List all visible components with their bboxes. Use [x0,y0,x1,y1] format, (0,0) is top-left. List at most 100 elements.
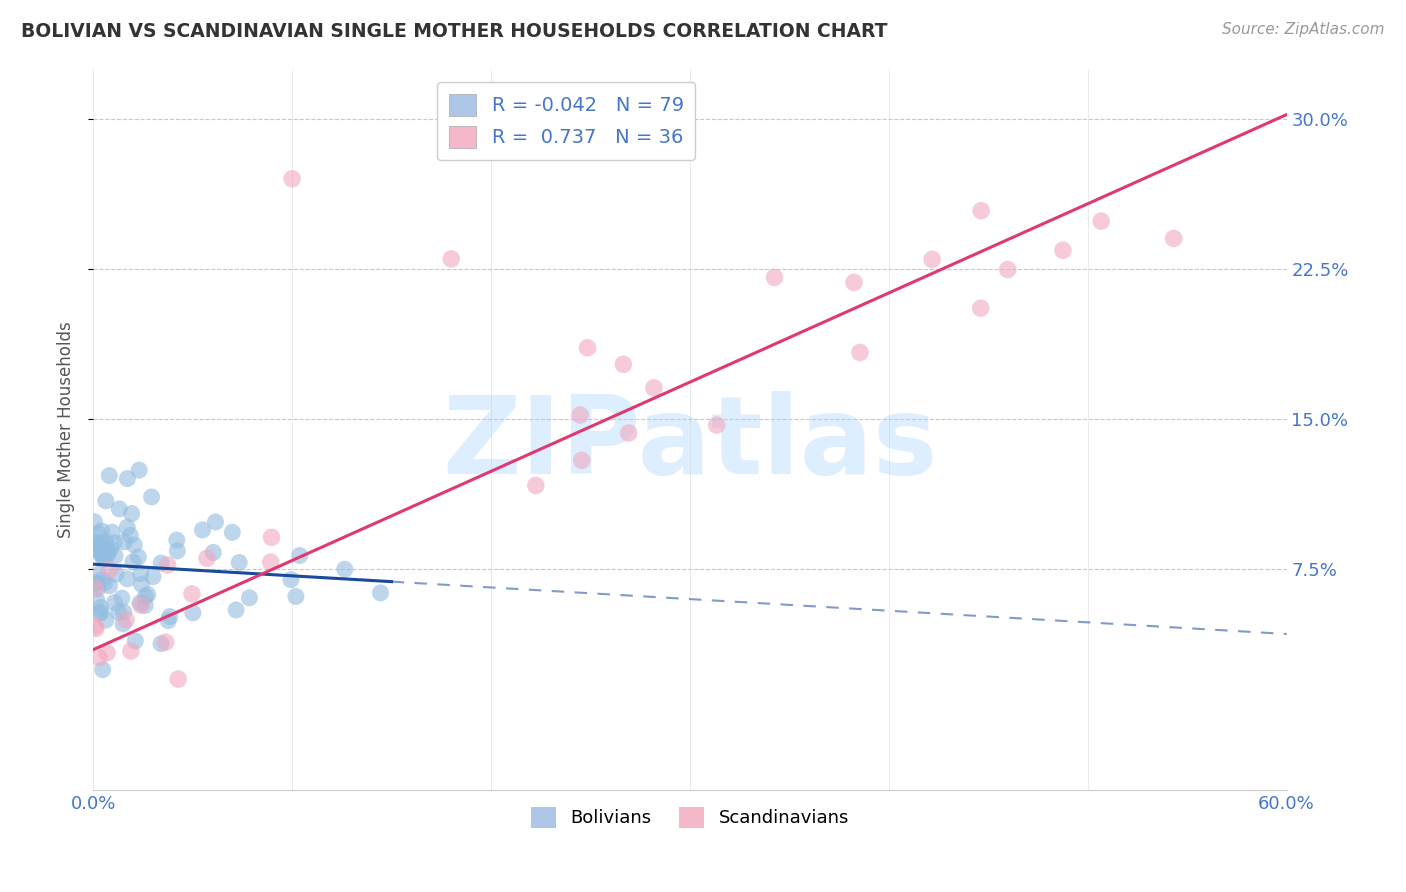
Point [120,528,142,542]
Point [117,472,139,486]
Point [90,606,112,620]
Point [643,381,665,395]
Point [105,567,128,582]
Point [842,276,865,290]
Point [87,650,110,665]
Point [281,171,304,186]
Point [134,599,156,613]
Point [100,541,122,556]
Point [157,614,180,628]
Point [763,270,786,285]
Point [155,635,177,649]
Point [94,575,117,590]
Point [86,576,108,591]
Point [204,515,226,529]
Point [921,252,943,267]
Point [90,547,112,561]
Point [112,616,135,631]
Point [569,408,592,422]
Point [202,545,225,559]
Point [181,587,204,601]
Point [159,609,181,624]
Point [112,534,135,549]
Point [136,588,159,602]
Point [191,523,214,537]
Point [524,478,547,492]
Point [122,538,145,552]
Point [84,619,107,633]
Point [150,637,173,651]
Point [90,524,112,538]
Point [997,262,1019,277]
Point [129,566,152,581]
Point [280,573,302,587]
Point [370,586,392,600]
Point [121,507,143,521]
Point [127,549,149,564]
Point [103,596,125,610]
Point [91,663,114,677]
Text: ZIPatlas: ZIPatlas [443,391,938,497]
Text: Source: ZipAtlas.com: Source: ZipAtlas.com [1222,22,1385,37]
Point [150,556,173,570]
Point [104,549,127,563]
Point [122,555,145,569]
Point [571,453,593,467]
Point [98,468,121,483]
Point [166,533,188,548]
Point [84,581,107,595]
Point [124,634,146,648]
Point [142,570,165,584]
Point [91,550,114,565]
Point [115,613,138,627]
Point [83,542,105,557]
Point [86,593,108,607]
Point [89,606,111,620]
Point [98,579,121,593]
Point [86,582,108,596]
Point [612,357,634,371]
Point [238,591,260,605]
Point [94,493,117,508]
Point [108,502,131,516]
Point [84,621,107,635]
Point [970,203,993,218]
Point [617,425,640,440]
Point [284,590,307,604]
Point [96,646,118,660]
Point [83,515,105,529]
Point [706,418,728,433]
Point [260,555,283,569]
Point [260,530,283,544]
Point [107,605,129,619]
Point [111,591,134,606]
Point [94,535,117,549]
Point [90,600,112,615]
Point [1090,214,1112,228]
Point [167,672,190,686]
Point [98,562,121,576]
Point [90,541,112,556]
Point [91,535,114,549]
Point [134,590,156,604]
Legend: Bolivians, Scandinavians: Bolivians, Scandinavians [523,800,856,835]
Point [87,567,110,582]
Point [120,644,142,658]
Point [849,345,872,359]
Point [131,577,153,591]
Y-axis label: Single Mother Households: Single Mother Households [58,321,75,538]
Text: BOLIVIAN VS SCANDINAVIAN SINGLE MOTHER HOUSEHOLDS CORRELATION CHART: BOLIVIAN VS SCANDINAVIAN SINGLE MOTHER H… [21,22,887,41]
Point [333,562,356,576]
Point [181,606,204,620]
Point [1052,244,1074,258]
Point [90,573,112,587]
Point [129,599,152,613]
Point [221,525,243,540]
Point [84,576,107,591]
Point [103,535,125,549]
Point [225,603,247,617]
Point [156,558,179,572]
Point [115,572,138,586]
Point [141,490,163,504]
Point [112,605,135,619]
